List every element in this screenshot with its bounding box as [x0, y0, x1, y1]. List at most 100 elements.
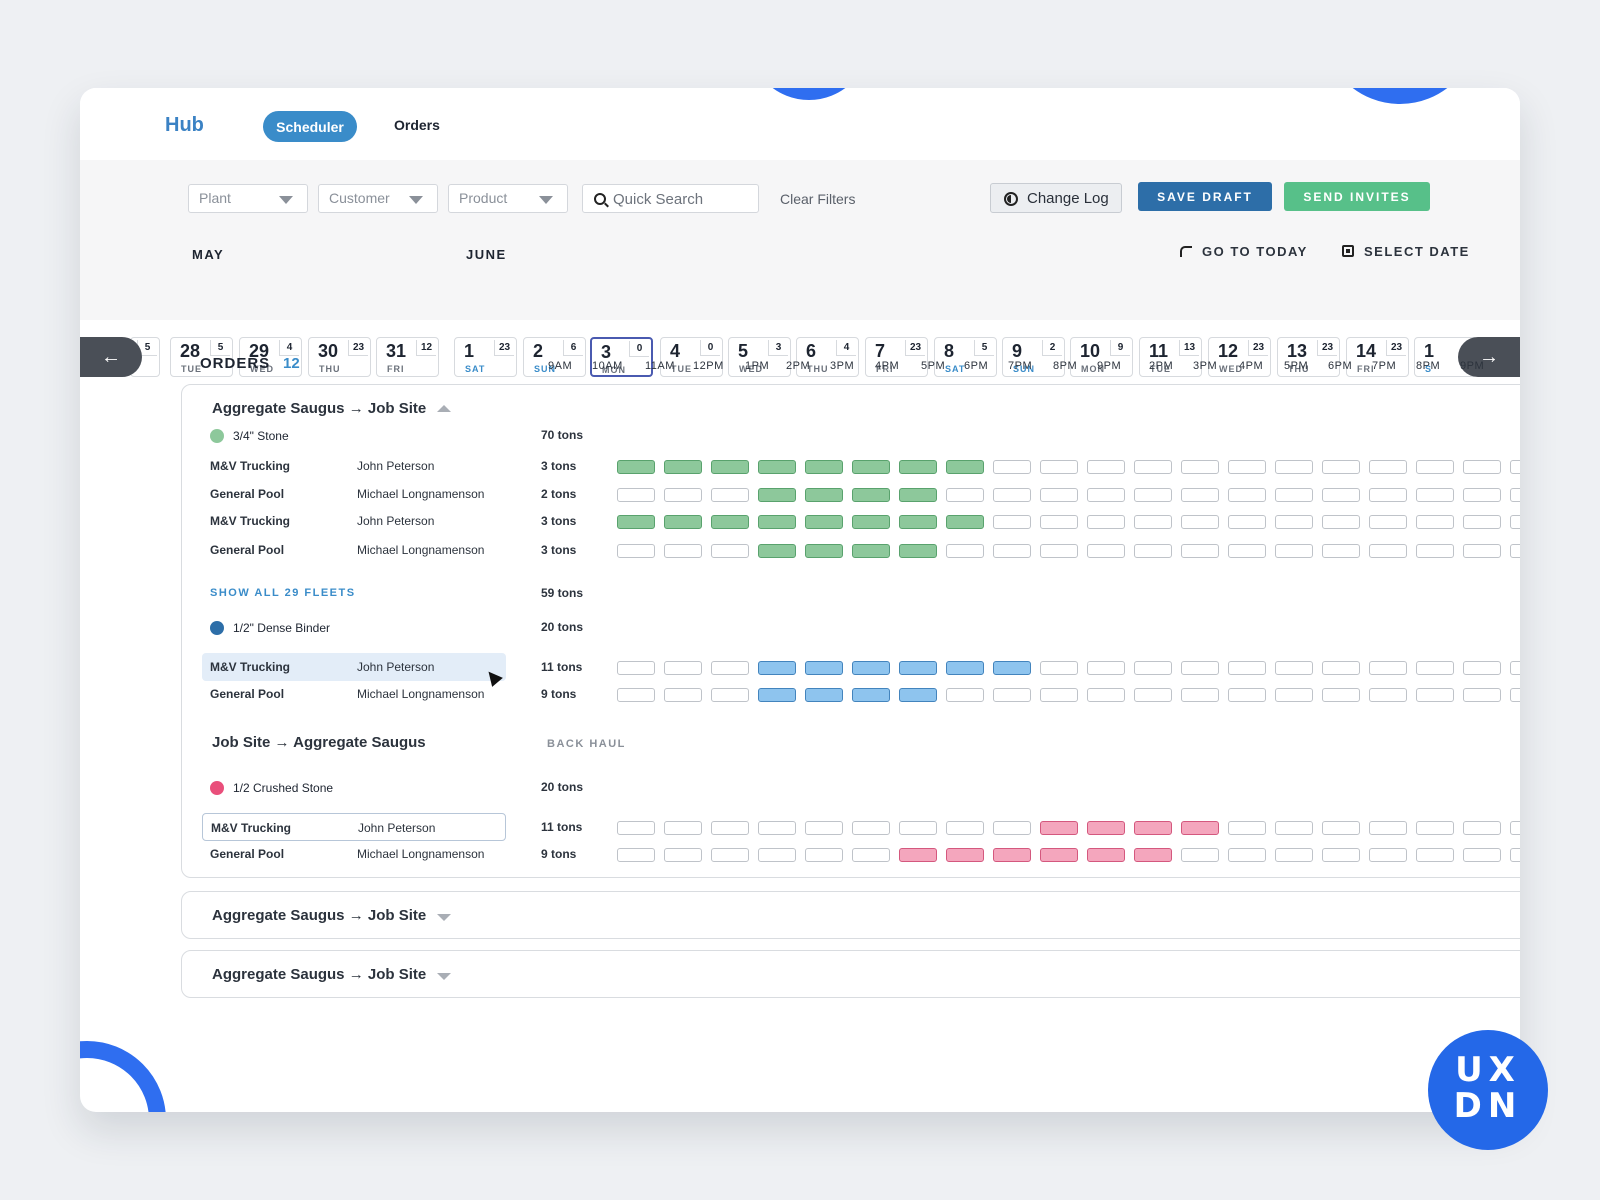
time-slot[interactable]: [899, 515, 937, 529]
time-slot[interactable]: [758, 488, 796, 502]
date-cell[interactable]: 29 4 WED: [239, 337, 302, 377]
save-draft-button[interactable]: SAVE DRAFT: [1138, 182, 1272, 211]
time-slot[interactable]: [1228, 821, 1266, 835]
go-to-today-button[interactable]: GO TO TODAY: [1180, 244, 1308, 259]
time-slot[interactable]: [1087, 848, 1125, 862]
time-slot[interactable]: [805, 488, 843, 502]
date-cell[interactable]: 12 23 WED: [1208, 337, 1271, 377]
time-slot[interactable]: [1275, 488, 1313, 502]
date-cell[interactable]: 30 23 THU: [308, 337, 371, 377]
time-slot[interactable]: [993, 848, 1031, 862]
plant-dropdown[interactable]: Plant: [188, 184, 308, 213]
time-slot[interactable]: [805, 821, 843, 835]
time-slot[interactable]: [852, 460, 890, 474]
time-slot[interactable]: [1510, 515, 1520, 529]
time-slot[interactable]: [1369, 661, 1407, 675]
time-slot[interactable]: [1416, 515, 1454, 529]
time-slot[interactable]: [1322, 661, 1360, 675]
time-slot[interactable]: [899, 821, 937, 835]
time-slot[interactable]: [1228, 544, 1266, 558]
date-cell-selected[interactable]: 3 0 MON: [590, 337, 653, 377]
send-invites-button[interactable]: SEND INVITES: [1284, 182, 1430, 211]
time-slot[interactable]: [1510, 848, 1520, 862]
fleet-row[interactable]: General Pool Michael Longnamenson: [202, 680, 506, 708]
time-slot[interactable]: [1463, 515, 1501, 529]
time-slot[interactable]: [1510, 688, 1520, 702]
date-cell[interactable]: 6 4 THU: [796, 337, 859, 377]
time-slot[interactable]: [1040, 460, 1078, 474]
time-slot[interactable]: [805, 515, 843, 529]
time-slot[interactable]: [1134, 821, 1172, 835]
time-slot[interactable]: [711, 821, 749, 835]
time-slot[interactable]: [1181, 515, 1219, 529]
time-slot[interactable]: [1087, 460, 1125, 474]
clear-filters-link[interactable]: Clear Filters: [780, 191, 856, 207]
time-slot[interactable]: [1275, 821, 1313, 835]
time-slot[interactable]: [1510, 821, 1520, 835]
time-slot[interactable]: [805, 688, 843, 702]
order-group-collapsed[interactable]: Aggregate Saugus → Job Site: [181, 891, 1520, 939]
time-slot[interactable]: [1040, 515, 1078, 529]
time-slot[interactable]: [1181, 821, 1219, 835]
time-slot[interactable]: [946, 661, 984, 675]
time-slot[interactable]: [1322, 544, 1360, 558]
time-slot[interactable]: [899, 544, 937, 558]
time-slot[interactable]: [664, 661, 702, 675]
fleet-row[interactable]: General Pool Michael Longnamenson: [202, 480, 506, 508]
fleet-row[interactable]: M&V Trucking John Peterson: [202, 813, 506, 841]
time-slot[interactable]: [1463, 688, 1501, 702]
time-slot[interactable]: [711, 515, 749, 529]
time-slot[interactable]: [1087, 688, 1125, 702]
time-slot[interactable]: [1087, 821, 1125, 835]
time-slot[interactable]: [1087, 488, 1125, 502]
time-slot[interactable]: [852, 848, 890, 862]
time-slot[interactable]: [993, 488, 1031, 502]
time-slot[interactable]: [852, 515, 890, 529]
time-slot[interactable]: [1416, 488, 1454, 502]
time-slot[interactable]: [1228, 515, 1266, 529]
time-slot[interactable]: [664, 544, 702, 558]
time-slot[interactable]: [1322, 460, 1360, 474]
time-slot[interactable]: [664, 821, 702, 835]
select-date-button[interactable]: SELECT DATE: [1342, 244, 1470, 259]
date-cell[interactable]: 2 6 SUN: [523, 337, 586, 377]
time-slot[interactable]: [805, 544, 843, 558]
customer-dropdown[interactable]: Customer: [318, 184, 438, 213]
time-slot[interactable]: [1275, 848, 1313, 862]
time-slot[interactable]: [993, 544, 1031, 558]
time-slot[interactable]: [1275, 688, 1313, 702]
chevron-down-icon[interactable]: [437, 973, 451, 980]
time-slot[interactable]: [758, 848, 796, 862]
time-slot[interactable]: [1463, 488, 1501, 502]
time-slot[interactable]: [617, 515, 655, 529]
time-slot[interactable]: [1416, 460, 1454, 474]
time-slot[interactable]: [1369, 515, 1407, 529]
time-slot[interactable]: [1040, 661, 1078, 675]
time-slot[interactable]: [758, 688, 796, 702]
time-slot[interactable]: [1369, 821, 1407, 835]
time-slot[interactable]: [1134, 488, 1172, 502]
time-slot[interactable]: [852, 661, 890, 675]
time-slot[interactable]: [1040, 488, 1078, 502]
time-slot[interactable]: [852, 688, 890, 702]
time-slot[interactable]: [1463, 661, 1501, 675]
date-cell[interactable]: 31 12 FRI: [376, 337, 439, 377]
fleet-row[interactable]: General Pool Michael Longnamenson: [202, 536, 506, 564]
time-slot[interactable]: [1228, 688, 1266, 702]
time-slot[interactable]: [1087, 515, 1125, 529]
time-slot[interactable]: [1275, 544, 1313, 558]
app-logo[interactable]: Hub: [165, 114, 204, 136]
time-slot[interactable]: [664, 488, 702, 502]
time-slot[interactable]: [1322, 848, 1360, 862]
time-slot[interactable]: [617, 544, 655, 558]
time-slot[interactable]: [1181, 460, 1219, 474]
time-slot[interactable]: [1087, 661, 1125, 675]
time-slot[interactable]: [617, 848, 655, 862]
time-slot[interactable]: [1369, 488, 1407, 502]
time-slot[interactable]: [1322, 821, 1360, 835]
time-slot[interactable]: [993, 661, 1031, 675]
order-group-collapsed[interactable]: Aggregate Saugus → Job Site: [181, 950, 1520, 998]
time-slot[interactable]: [946, 488, 984, 502]
time-slot[interactable]: [1040, 544, 1078, 558]
time-slot[interactable]: [946, 688, 984, 702]
